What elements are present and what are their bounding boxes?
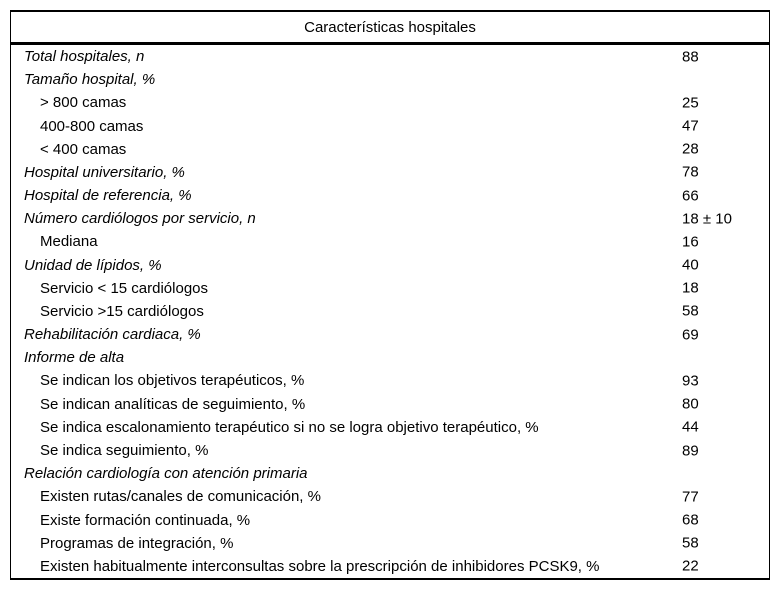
table-row: Servicio < 15 cardiólogos 18 [11, 277, 769, 300]
row-label: Total hospitales, n [24, 48, 145, 66]
table-row: Se indican los objetivos terapéuticos, %… [11, 369, 769, 392]
row-label: Servicio < 15 cardiólogos [40, 279, 209, 297]
table-row: Servicio >15 cardiólogos 58 [11, 300, 769, 323]
table-row: Programas de integración, % 58 [11, 532, 769, 555]
row-label: Informe de alta [24, 349, 125, 367]
row-value: 58 [682, 534, 699, 552]
table-row: Unidad de lípidos, % 40 [11, 254, 769, 277]
row-label: Se indican los objetivos terapéuticos, % [40, 372, 305, 390]
table-row: Hospital universitario, % 78 [11, 161, 769, 184]
table-body: Total hospitales, n 88 Tamaño hospital, % >… [11, 45, 769, 578]
row-label: Programas de integración, % [40, 534, 234, 552]
row-label: Mediana [40, 233, 98, 251]
table-title: Características hospitales [11, 12, 769, 45]
row-label: Existen habitualmente interconsultas sob… [40, 557, 600, 575]
row-value: 66 [682, 187, 699, 205]
row-value: 58 [682, 302, 699, 320]
row-value: 69 [682, 326, 699, 344]
table-row: Existen habitualmente interconsultas sob… [11, 555, 769, 578]
row-label: Existen rutas/canales de comunicación, % [40, 488, 321, 506]
row-value: 78 [682, 163, 699, 181]
row-label: Se indican analíticas de seguimiento, % [40, 395, 306, 413]
row-value: 80 [682, 395, 699, 413]
row-value: 18 [682, 279, 699, 297]
row-value: 89 [682, 442, 699, 459]
table-row: Existen rutas/canales de comunicación, %… [11, 485, 769, 508]
table-row: > 800 camas 25 [11, 91, 769, 114]
row-label: Tamaño hospital, % [24, 71, 156, 89]
table-row: Número cardiólogos por servicio, n 18 ± 1… [11, 207, 769, 230]
table-row: 400-800 camas 47 [11, 115, 769, 138]
row-value: 16 [682, 233, 699, 251]
table-row: Se indica seguimiento, % 89 [11, 439, 769, 462]
row-value: 68 [682, 511, 699, 529]
row-value: 88 [682, 48, 699, 66]
table-row: Mediana 16 [11, 230, 769, 253]
row-label: Existe formación continuada, % [40, 511, 251, 529]
row-value: 40 [682, 256, 699, 274]
table-row: Se indican analíticas de seguimiento, % 8… [11, 393, 769, 416]
row-value: 28 [682, 140, 699, 158]
table-row: Hospital de referencia, % 66 [11, 184, 769, 207]
row-label: > 800 camas [40, 94, 127, 112]
row-label: Unidad de lípidos, % [24, 256, 162, 274]
row-value: 18 ± 10 [682, 210, 732, 228]
row-label: Hospital de referencia, % [24, 187, 192, 205]
row-label: Hospital universitario, % [24, 163, 185, 181]
row-label: Se indica seguimiento, % [40, 442, 209, 459]
row-value: 47 [682, 117, 699, 135]
row-label: Se indica escalonamiento terapéutico si … [40, 418, 539, 436]
row-value: 44 [682, 418, 699, 436]
row-label: Rehabilitación cardiaca, % [24, 326, 201, 344]
table-row: Rehabilitación cardiaca, % 69 [11, 323, 769, 346]
table-row: Tamaño hospital, % [11, 68, 769, 91]
row-label: 400-800 camas [40, 117, 144, 135]
row-label: Número cardiólogos por servicio, n [24, 210, 256, 228]
row-value: 22 [682, 557, 699, 575]
table-row: < 400 camas 28 [11, 138, 769, 161]
row-value: 93 [682, 372, 699, 390]
row-label: < 400 camas [40, 140, 127, 158]
hospital-characteristics-table: Características hospitales Total hospita… [10, 10, 770, 580]
row-label: Relación cardiología con atención primar… [24, 465, 308, 483]
row-value: 25 [682, 94, 699, 112]
row-label: Servicio >15 cardiólogos [40, 302, 204, 320]
table-row: Informe de alta [11, 346, 769, 369]
row-value: 77 [682, 488, 699, 506]
table-row: Relación cardiología con atención primar… [11, 462, 769, 485]
table-row: Se indica escalonamiento terapéutico si … [11, 416, 769, 439]
table-row: Existe formación continuada, % 68 [11, 508, 769, 531]
table-row: Total hospitales, n 88 [11, 45, 769, 68]
